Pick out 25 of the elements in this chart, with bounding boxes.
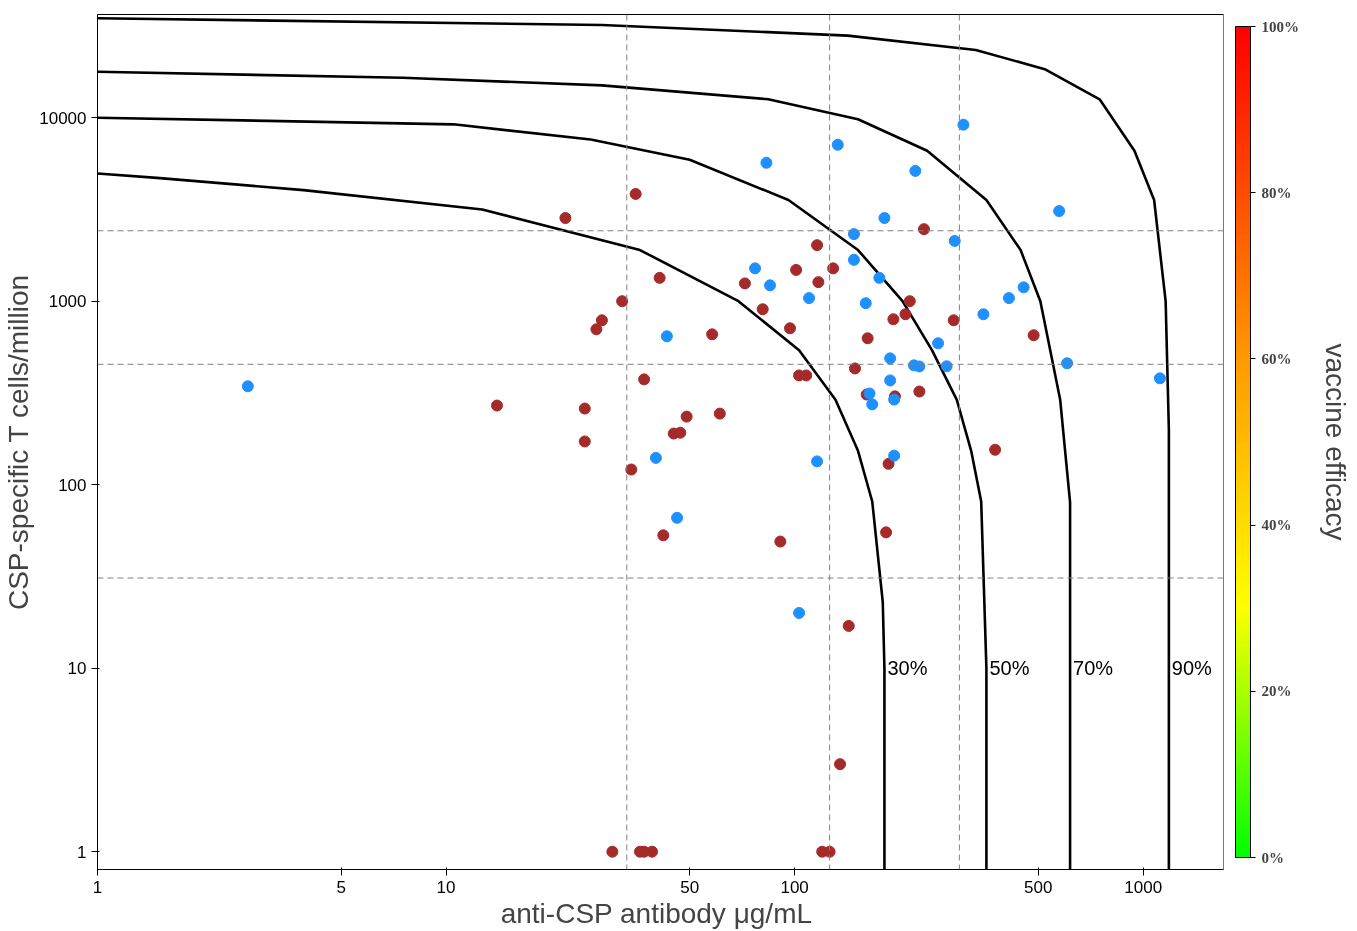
- x-tick-label: 50: [680, 877, 700, 897]
- x-tick-label: 1: [92, 877, 103, 897]
- y-tick-label: 10: [67, 659, 87, 679]
- y-tick-label: 10000: [39, 108, 87, 128]
- x-axis-title: anti-CSP antibody μg/mL: [500, 897, 813, 929]
- color-bar-label: 80%: [1261, 184, 1292, 201]
- series-label: 70%: [1073, 657, 1114, 680]
- y-tick-label: 100: [58, 475, 87, 495]
- color-bar-label: 100%: [1261, 18, 1299, 35]
- x-tick-label: 100: [780, 877, 809, 897]
- series-label: 30%: [887, 657, 928, 680]
- color-bar-label: 20%: [1261, 683, 1292, 700]
- y-axis-title: CSP-specific T cells/million: [3, 274, 35, 611]
- color-bar-label: 0%: [1261, 849, 1284, 866]
- x-tick-label: 500: [1024, 877, 1053, 897]
- x-tick-label: 1000: [1124, 877, 1163, 897]
- color-bar-title: vaccine efficacy: [1319, 343, 1351, 541]
- color-bar-label: 40%: [1261, 517, 1292, 534]
- y-tick-label: 1: [77, 842, 87, 862]
- y-tick-label: 1000: [48, 292, 87, 312]
- color-bar-label: 60%: [1261, 350, 1292, 367]
- x-tick-label: 10: [436, 877, 456, 897]
- series-label: 90%: [1171, 657, 1213, 680]
- x-tick-label: 5: [336, 877, 346, 897]
- series-label: 50%: [989, 657, 1030, 680]
